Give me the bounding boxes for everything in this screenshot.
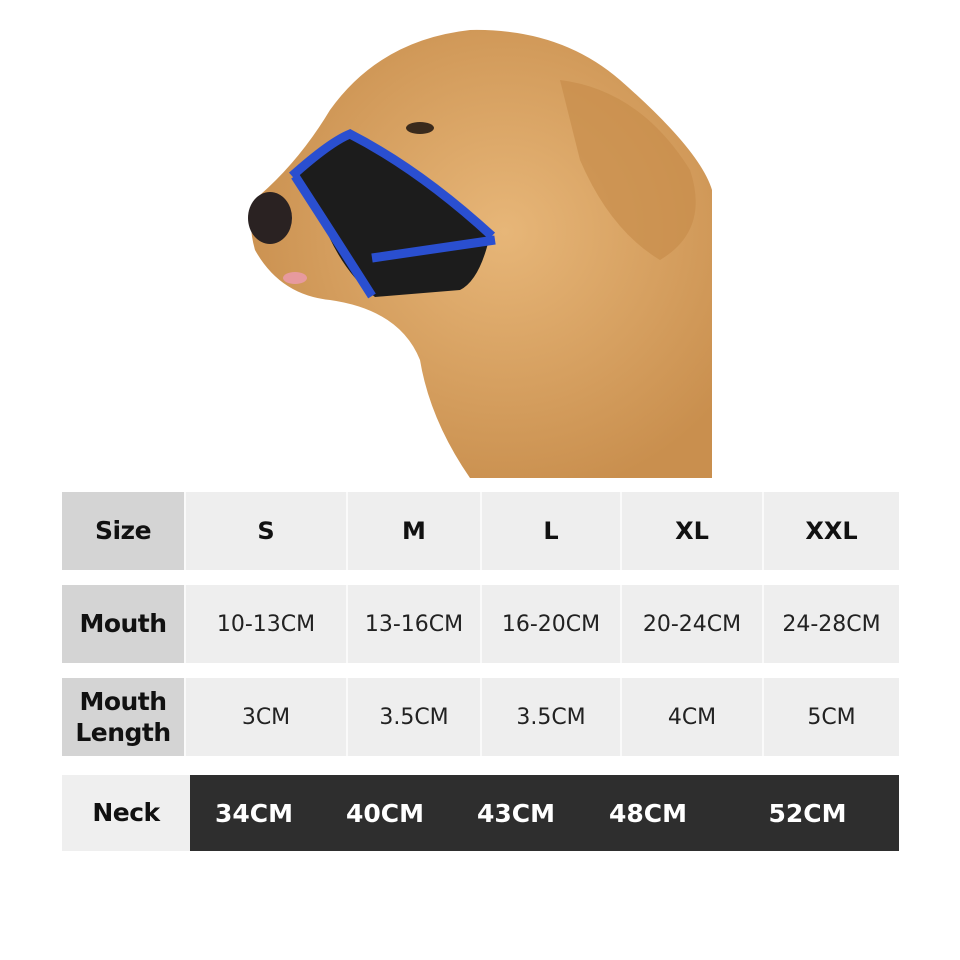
mouth-l: 16-20CM — [480, 585, 620, 663]
mouth-length-xxl: 5CM — [762, 678, 899, 756]
size-row: Size S M L XL XXL — [62, 492, 899, 570]
mouth-length-m: 3.5CM — [346, 678, 480, 756]
neck-s: 34CM — [214, 798, 293, 828]
mouth-length-label: Mouth Length — [62, 678, 184, 756]
mouth-label: Mouth — [62, 585, 184, 663]
size-label: Size — [62, 492, 184, 570]
neck-row: Neck 34CM 40CM 43CM 48CM 52CM — [62, 775, 899, 851]
mouth-length-s: 3CM — [184, 678, 346, 756]
neck-xxl: 52CM — [768, 798, 847, 828]
dog-eye — [406, 122, 434, 134]
mouth-m: 13-16CM — [346, 585, 480, 663]
neck-label: Neck — [62, 775, 190, 851]
dog-muzzle-product-image — [248, 29, 712, 478]
mouth-length-row: Mouth Length 3CM 3.5CM 3.5CM 4CM 5CM — [62, 678, 899, 756]
mouth-xl: 20-24CM — [620, 585, 762, 663]
mouth-length-xl: 4CM — [620, 678, 762, 756]
size-m: M — [346, 492, 480, 570]
size-xxl: XXL — [762, 492, 899, 570]
mouth-length-l: 3.5CM — [480, 678, 620, 756]
size-l: L — [480, 492, 620, 570]
size-xl: XL — [620, 492, 762, 570]
size-s: S — [184, 492, 346, 570]
dog-ear — [560, 80, 696, 260]
mouth-row: Mouth 10-13CM 13-16CM 16-20CM 20-24CM 24… — [62, 585, 899, 663]
dog-nose — [248, 192, 292, 244]
neck-l: 43CM — [476, 798, 555, 828]
neck-m: 40CM — [345, 798, 424, 828]
mouth-xxl: 24-28CM — [762, 585, 899, 663]
dog-tongue — [283, 272, 307, 284]
mouth-s: 10-13CM — [184, 585, 346, 663]
neck-xl: 48CM — [608, 798, 687, 828]
muzzle-trim — [288, 129, 496, 240]
